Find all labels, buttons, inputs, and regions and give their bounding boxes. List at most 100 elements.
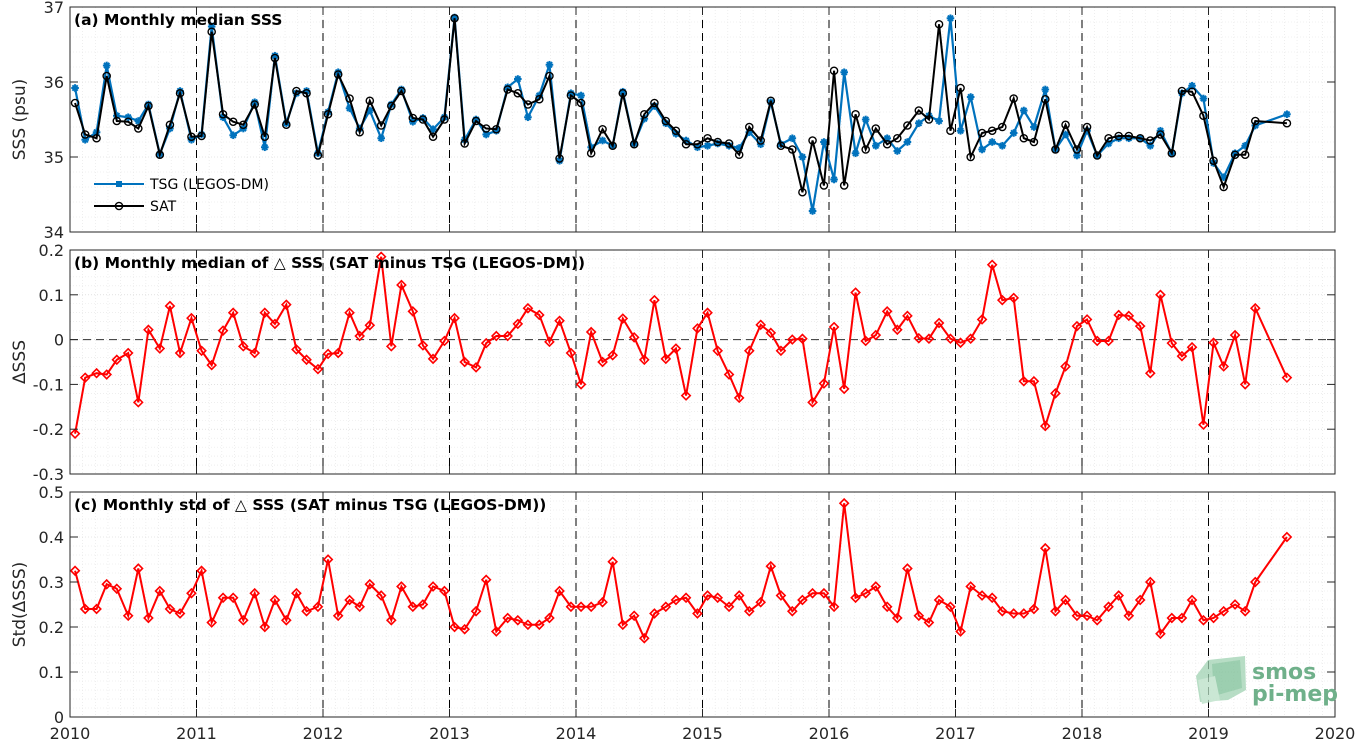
data-point — [1155, 289, 1166, 301]
data-point — [692, 608, 703, 619]
data-point — [112, 116, 122, 126]
data-point — [1166, 337, 1178, 349]
data-point — [680, 390, 692, 401]
data-point — [427, 353, 439, 365]
data-point — [480, 337, 492, 349]
data-point — [996, 605, 1008, 617]
data-point — [946, 126, 955, 136]
data-point — [871, 124, 881, 133]
data-point — [206, 359, 218, 371]
data-point — [1008, 608, 1020, 619]
data-point — [227, 307, 239, 319]
y-tick-label: 0.1 — [39, 663, 64, 682]
data-point — [365, 96, 375, 106]
x-tick-label: 2011 — [176, 724, 217, 743]
data-point — [1071, 610, 1083, 622]
data-point — [1239, 379, 1251, 390]
series-delta — [69, 251, 1293, 440]
data-point — [1156, 130, 1165, 139]
data-point — [174, 347, 186, 359]
y-tick-label: 0.1 — [39, 286, 64, 305]
data-point — [998, 122, 1007, 132]
data-point — [71, 84, 79, 92]
data-point — [91, 603, 102, 615]
data-point — [280, 614, 292, 626]
series-sat — [70, 13, 1292, 197]
data-point — [302, 88, 311, 98]
data-point — [923, 333, 935, 345]
data-point — [385, 340, 397, 352]
legend: TSG (LEGOS-DM) SAT — [94, 177, 269, 215]
data-point — [915, 119, 923, 128]
data-point — [702, 307, 713, 319]
y-tick-label: -0.3 — [33, 465, 64, 484]
data-point — [79, 372, 91, 384]
data-point — [713, 137, 722, 147]
data-point — [132, 563, 144, 574]
data-point — [375, 590, 387, 601]
panel-c-std-delta-sss: 0 0.1 0.2 0.3 0.4 0.5 2010 2011 2012 2013 2014 2015… — [10, 483, 1355, 743]
x-tick-label: 2020 — [1315, 724, 1356, 743]
data-point — [608, 141, 617, 151]
data-point — [955, 626, 966, 637]
data-point — [291, 587, 302, 599]
data-point — [598, 124, 607, 134]
y-tick-label: 36 — [44, 73, 64, 92]
data-point — [945, 333, 956, 345]
data-point — [788, 134, 797, 143]
data-point — [976, 314, 988, 325]
data-point — [440, 115, 449, 124]
data-point — [428, 132, 438, 142]
data-point — [407, 601, 419, 613]
data-point — [1146, 136, 1155, 145]
legend-marker — [116, 181, 122, 187]
data-point — [597, 356, 608, 368]
data-point — [502, 330, 514, 342]
data-point — [187, 132, 196, 142]
data-point — [69, 428, 81, 440]
data-point — [829, 66, 839, 76]
data-point — [301, 605, 312, 617]
data-point — [111, 354, 123, 366]
data-point — [492, 124, 501, 134]
data-point — [555, 154, 564, 163]
data-point — [902, 563, 913, 574]
data-point — [1041, 85, 1050, 94]
data-point — [797, 594, 808, 606]
data-point — [891, 324, 903, 336]
data-point — [1167, 148, 1177, 158]
data-point — [860, 587, 872, 599]
data-point — [249, 587, 261, 599]
data-point — [1209, 156, 1218, 166]
data-point — [165, 120, 175, 130]
data-point — [533, 619, 545, 631]
data-point — [1030, 123, 1038, 131]
data-point — [292, 86, 301, 96]
data-point — [850, 287, 861, 298]
data-point — [1051, 145, 1060, 154]
data-point — [882, 139, 892, 149]
data-point — [375, 251, 387, 263]
data-point — [820, 138, 828, 146]
data-point — [344, 307, 355, 319]
data-point — [828, 321, 840, 333]
data-point — [585, 601, 597, 613]
data-point — [575, 601, 587, 613]
data-point — [1186, 341, 1198, 353]
data-point — [92, 133, 101, 143]
data-point — [703, 141, 712, 150]
data-point — [523, 100, 533, 109]
data-point — [851, 109, 860, 119]
data-point — [377, 134, 385, 143]
data-point — [807, 396, 818, 408]
data-point — [838, 497, 850, 509]
data-point — [364, 319, 376, 331]
data-point — [870, 329, 882, 341]
data-point — [903, 138, 912, 146]
data-point — [640, 109, 649, 119]
data-point — [1050, 388, 1061, 399]
data-point — [1282, 118, 1292, 128]
data-point — [797, 333, 808, 345]
data-point — [154, 585, 166, 597]
